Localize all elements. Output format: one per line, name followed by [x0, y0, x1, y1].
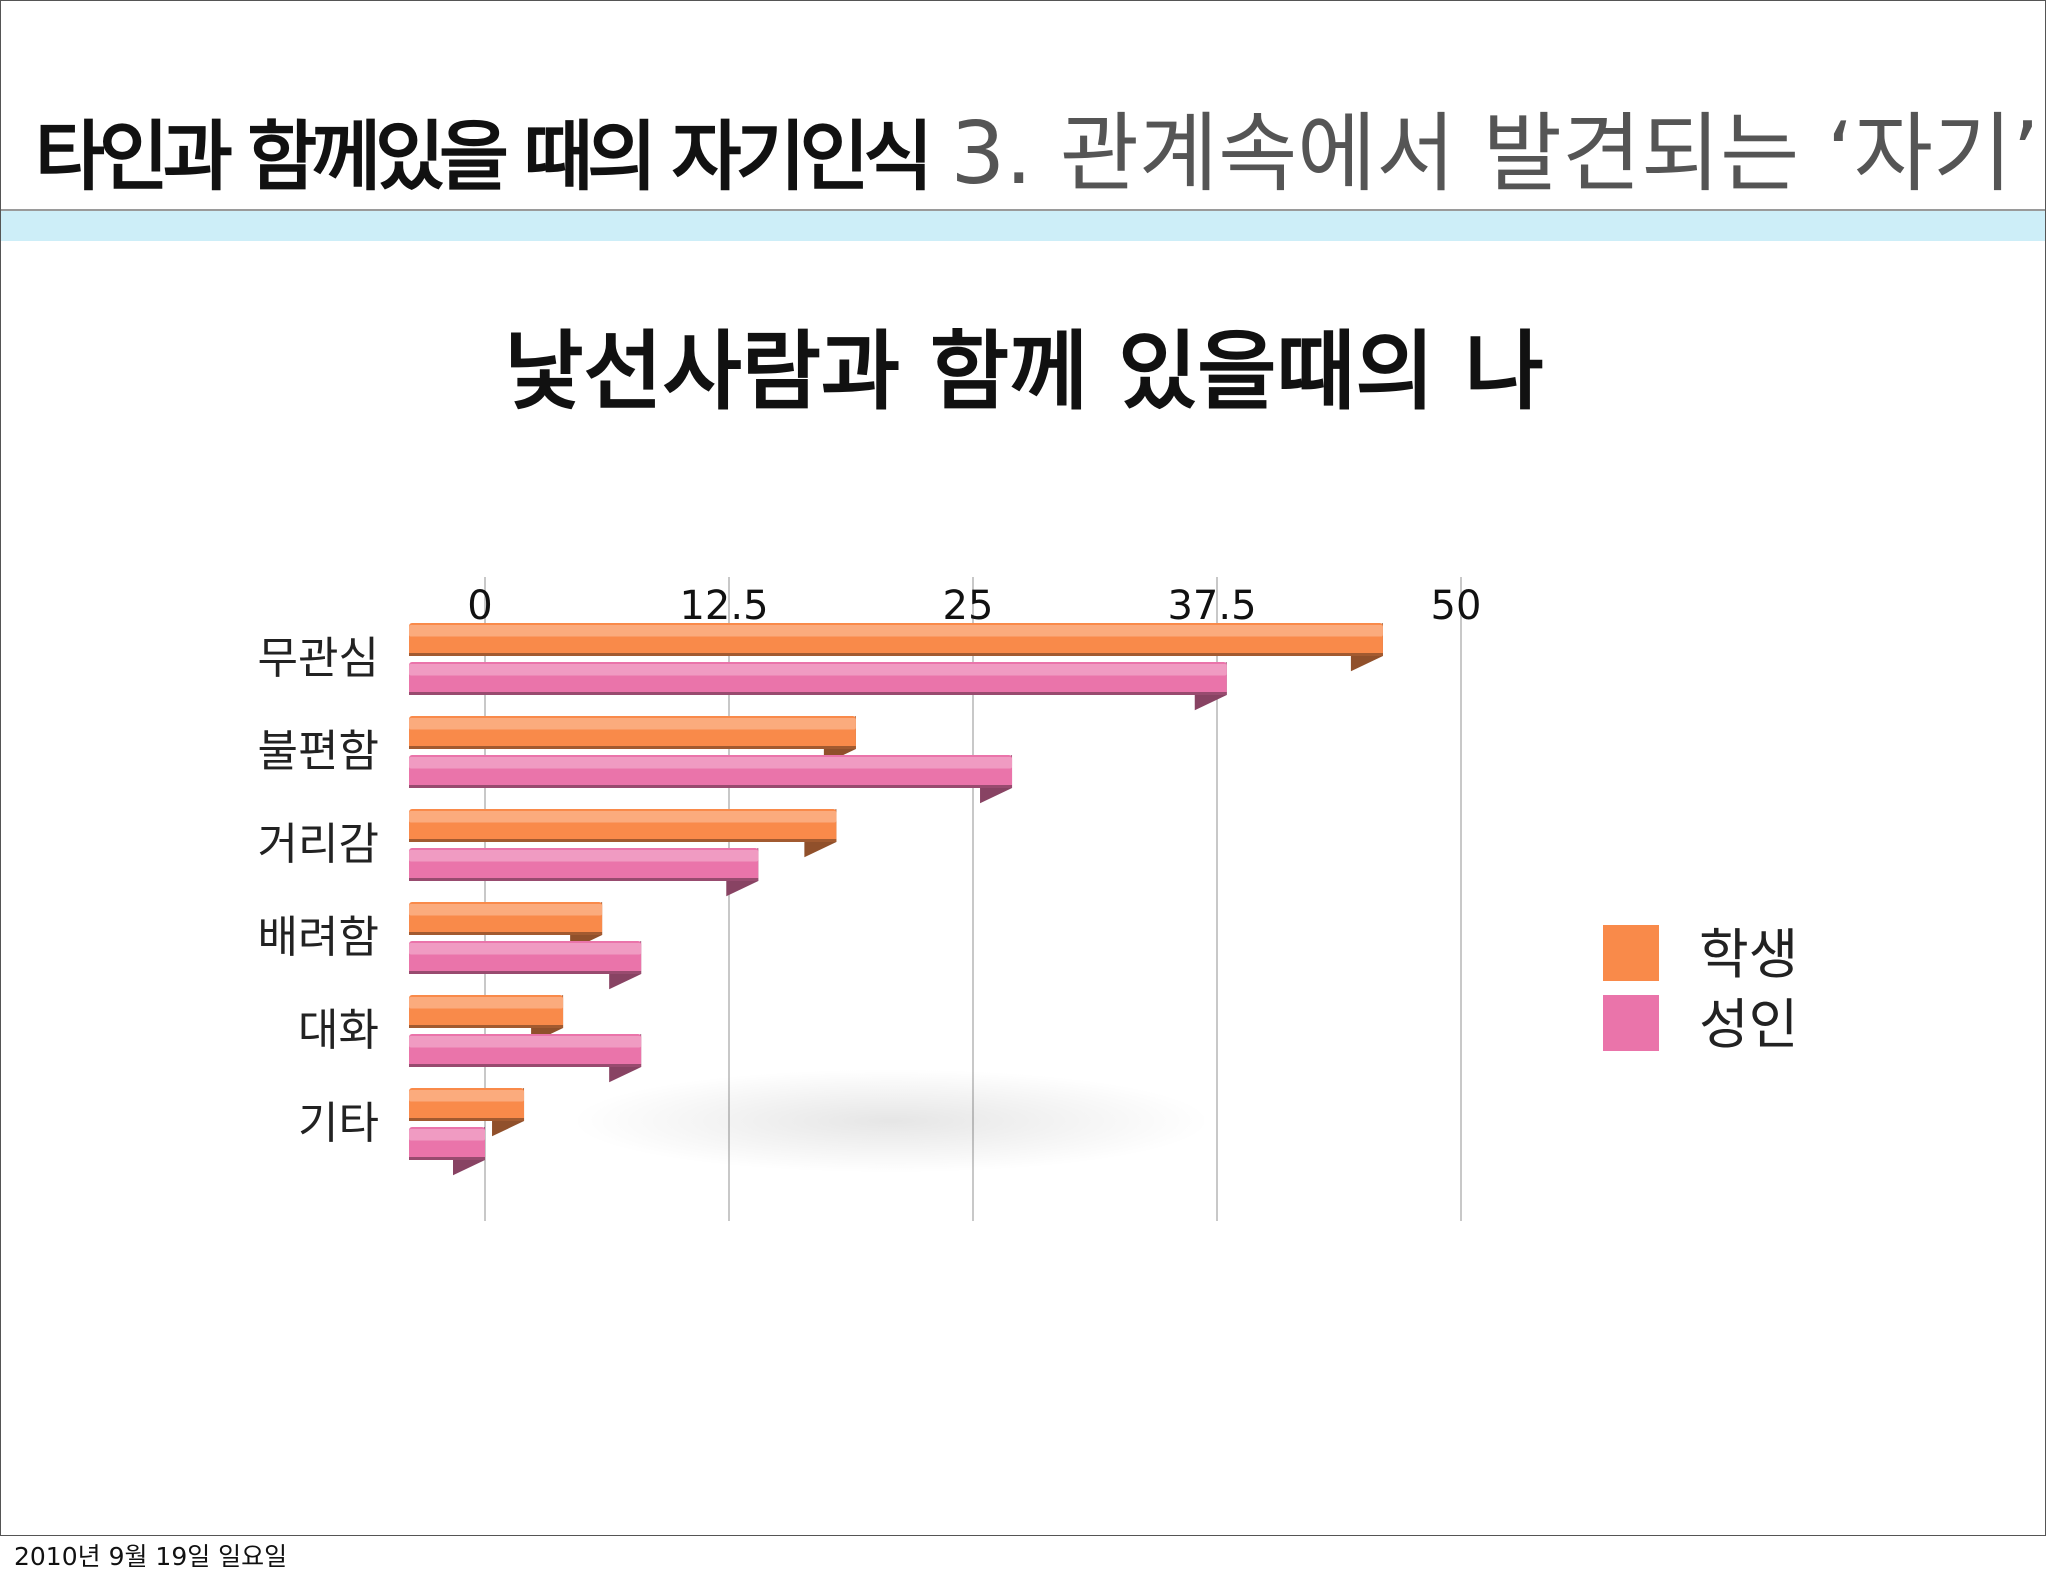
header-title-main: 타인과 함께있을 때의 자기인식: [35, 112, 933, 201]
header-divider: [1, 209, 2045, 211]
category-label: 배려함: [258, 912, 379, 963]
bar: [409, 662, 1227, 711]
bar: [409, 995, 564, 1044]
slide: 타인과 함께있을 때의 자기인식 3. 관계속에서 발견되는 ‘자기’ 낯선사람…: [0, 0, 2046, 1536]
header-title-section: 3. 관계속에서 발견되는 ‘자기’: [950, 104, 2040, 204]
header-band: [1, 211, 2045, 241]
bar: [409, 809, 837, 858]
legend-label: 학생: [1699, 923, 1798, 986]
x-tick-label: 50: [1431, 583, 1482, 629]
bar: [409, 941, 642, 990]
category-label: 기타: [298, 1098, 379, 1149]
bar: [409, 1034, 642, 1083]
x-tick-label: 0: [467, 583, 492, 629]
floor-shadow: [571, 1069, 1211, 1173]
bar: [409, 755, 1013, 804]
bar: [409, 902, 603, 951]
legend-label: 성인: [1699, 993, 1798, 1056]
bar: [409, 716, 856, 765]
bar: [409, 1088, 525, 1137]
bars: [409, 623, 1383, 1176]
slide-header: 타인과 함께있을 때의 자기인식 3. 관계속에서 발견되는 ‘자기’: [1, 1, 2045, 241]
legend-swatch: [1603, 995, 1659, 1051]
chart-title: 낯선사람과 함께 있을때의 나: [504, 322, 1544, 422]
category-label: 거리감: [258, 819, 379, 870]
category-label: 대화: [298, 1005, 379, 1056]
bar: [409, 848, 759, 897]
category-label: 불편함: [258, 726, 379, 777]
legend-swatch: [1603, 925, 1659, 981]
x-tick-label: 37.5: [1167, 583, 1256, 629]
bar: [409, 1127, 485, 1176]
bar: [409, 623, 1383, 672]
header-title-row: 타인과 함께있을 때의 자기인식 3. 관계속에서 발견되는 ‘자기’: [35, 83, 2040, 208]
category-label: 무관심: [258, 633, 379, 684]
x-tick-label: 12.5: [679, 583, 768, 629]
x-tick-label: 25: [943, 583, 994, 629]
footer-date: 2010년 9월 19일 일요일: [14, 1542, 288, 1571]
